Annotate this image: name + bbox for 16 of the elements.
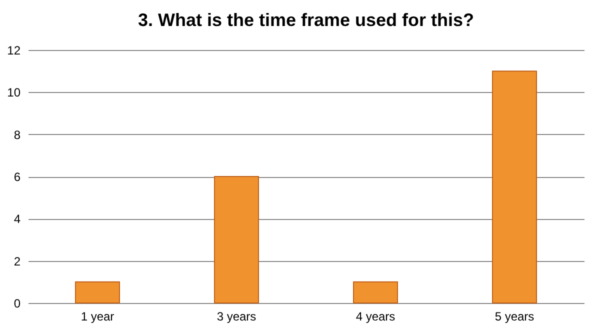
bar xyxy=(75,281,120,304)
x-tick-label: 4 years xyxy=(356,310,396,324)
y-tick-label: 0 xyxy=(14,296,21,310)
y-tick-label: 12 xyxy=(7,44,21,58)
y-tick-label: 10 xyxy=(7,86,21,100)
y-tick-label: 2 xyxy=(14,254,21,268)
y-tick-label: 4 xyxy=(14,212,21,226)
bar xyxy=(492,70,537,304)
y-tick-label: 6 xyxy=(14,170,21,184)
x-tick-label: 3 years xyxy=(216,310,256,324)
y-tick-label: 8 xyxy=(14,128,21,142)
x-tick-label: 5 years xyxy=(494,310,534,324)
x-tick-label: 1 year xyxy=(80,310,114,324)
bar xyxy=(214,176,259,304)
bar xyxy=(353,281,398,304)
chart-title: 3. What is the time frame used for this? xyxy=(138,10,474,30)
